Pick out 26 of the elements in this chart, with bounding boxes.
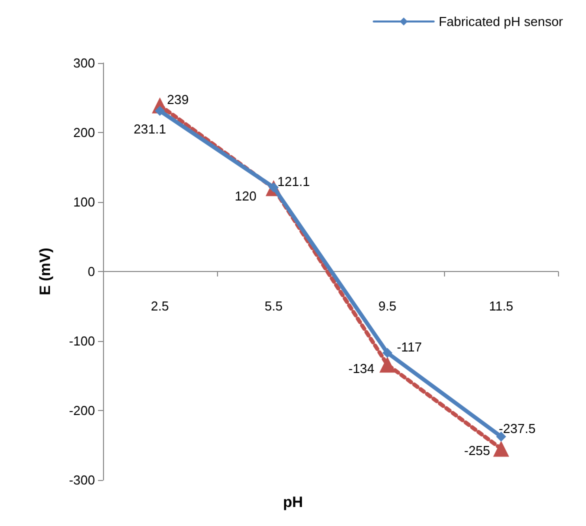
data-label: 121.1 (277, 174, 310, 189)
point (379, 356, 396, 373)
x-axis-title: pH (283, 494, 303, 511)
x-tick-label: 11.5 (488, 298, 514, 314)
point (382, 348, 392, 358)
data-label: 239 (167, 92, 189, 107)
y-tick-label: 200 (73, 125, 95, 140)
point (154, 106, 165, 116)
x-tick-label: 9.5 (378, 298, 396, 314)
data-label: -134 (348, 361, 374, 376)
data-label: -117 (396, 339, 422, 354)
y-axis-title: E (mV) (37, 248, 54, 296)
point (493, 440, 510, 457)
y-tick-label: 0 (88, 264, 95, 279)
y-tick-label: -300 (68, 472, 95, 488)
x-tick-label: 2.5 (150, 298, 169, 314)
data-label: -255 (464, 443, 490, 458)
data-label: -237.5 (498, 421, 536, 436)
x-tick-label: 5.5 (264, 298, 283, 314)
data-label: 231.1 (134, 121, 166, 136)
y-tick-label: -200 (68, 403, 95, 418)
y-tick-label: 100 (73, 194, 95, 210)
legend-label: Fabricated pH sensor (438, 14, 564, 29)
y-tick-label: -100 (68, 334, 95, 348)
data-label: 120 (234, 188, 256, 204)
y-tick-label: 300 (73, 56, 95, 70)
